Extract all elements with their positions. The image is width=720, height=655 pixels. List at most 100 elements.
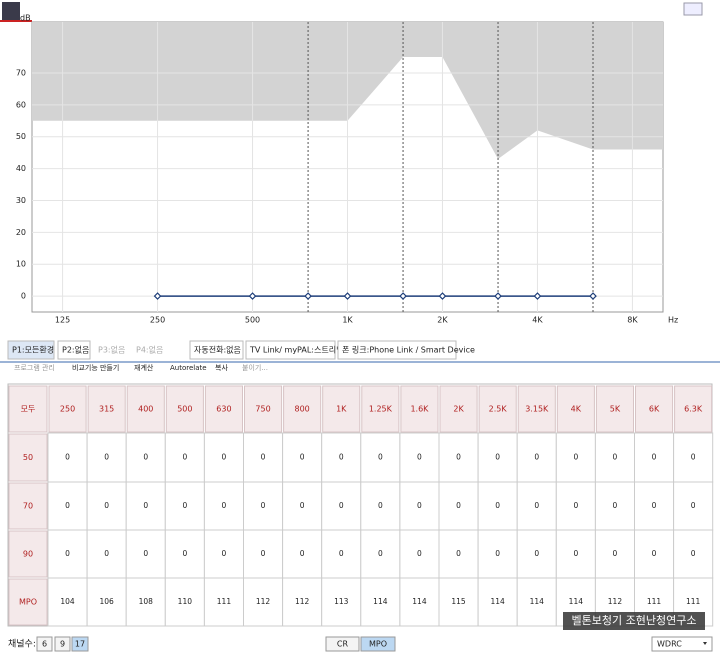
row-header[interactable] xyxy=(8,482,48,530)
cell-value: 111 xyxy=(647,597,662,606)
header-cell[interactable] xyxy=(283,385,322,433)
tab-label: P2:없음 xyxy=(62,346,89,355)
channel-label: 6 xyxy=(42,640,47,649)
cell-value: 0 xyxy=(456,453,461,462)
mode-label: MPO xyxy=(369,640,387,649)
cell-value: 0 xyxy=(143,453,148,462)
cell xyxy=(673,481,714,531)
tab[interactable] xyxy=(189,340,244,360)
cell-value: 0 xyxy=(182,549,187,558)
header-cell[interactable] xyxy=(361,385,400,433)
cell xyxy=(438,577,479,627)
tab[interactable] xyxy=(57,340,91,360)
cell-value: 114 xyxy=(530,597,545,606)
header-cell[interactable] xyxy=(674,385,713,433)
toolbar-item[interactable]: 비교기능 만들기 xyxy=(72,363,119,372)
select-box[interactable] xyxy=(651,636,713,652)
cell xyxy=(360,529,401,579)
toolbar-item[interactable]: Autorelate xyxy=(170,364,207,372)
header-cell[interactable] xyxy=(8,385,48,433)
cell xyxy=(516,481,557,531)
cell xyxy=(86,529,127,579)
row-label: 70 xyxy=(23,502,33,511)
row-header[interactable] xyxy=(8,433,48,482)
header-cell[interactable] xyxy=(478,385,517,433)
cell-value: 0 xyxy=(65,501,70,510)
tab[interactable] xyxy=(7,340,55,360)
cell-value: 0 xyxy=(613,549,618,558)
cell-value: 0 xyxy=(456,549,461,558)
cell xyxy=(555,529,596,579)
cell xyxy=(399,529,440,579)
channels-label: 채널수: xyxy=(8,639,36,650)
row-header[interactable] xyxy=(8,578,48,626)
cell-value: 0 xyxy=(417,549,422,558)
cell-value: 0 xyxy=(339,549,344,558)
header-label: 500 xyxy=(177,405,192,414)
header-cell[interactable] xyxy=(204,385,243,433)
cell-value: 110 xyxy=(178,597,193,606)
header-cell[interactable] xyxy=(322,385,361,433)
cell xyxy=(203,529,244,579)
cell-value: 108 xyxy=(139,597,154,606)
cell xyxy=(321,577,362,627)
toolbar-item[interactable]: 붙이기... xyxy=(242,363,268,372)
toolbar-item[interactable]: 복사 xyxy=(215,363,228,372)
corner-button[interactable] xyxy=(683,2,703,16)
header-cell[interactable] xyxy=(517,385,556,433)
cell xyxy=(673,432,714,483)
info-icon[interactable] xyxy=(2,2,20,20)
mode-button[interactable] xyxy=(325,636,360,652)
header-cell[interactable] xyxy=(556,385,595,433)
channel-button[interactable] xyxy=(54,636,71,652)
x-tick-label: 4K xyxy=(532,316,543,325)
cell xyxy=(243,577,284,627)
cell-value: 114 xyxy=(412,597,427,606)
y-tick-label: 0 xyxy=(21,292,26,301)
cell xyxy=(203,432,244,483)
toolbar-item[interactable]: 재계산 xyxy=(134,363,154,372)
cell xyxy=(164,481,205,531)
cell xyxy=(399,432,440,483)
mode-button[interactable] xyxy=(360,636,396,652)
header-cell[interactable] xyxy=(400,385,439,433)
cell-value: 0 xyxy=(691,453,696,462)
y-tick-label: 30 xyxy=(16,196,26,205)
header-label: 1.6K xyxy=(410,405,429,414)
point xyxy=(304,292,312,300)
cell xyxy=(47,577,88,627)
header-cell[interactable] xyxy=(48,385,87,433)
tab[interactable] xyxy=(132,341,168,359)
mode-label: CR xyxy=(337,640,349,649)
header-cell[interactable] xyxy=(635,385,674,433)
tab[interactable] xyxy=(94,341,130,359)
cell-value: 0 xyxy=(339,453,344,462)
cell xyxy=(243,432,284,483)
row-label: 90 xyxy=(23,550,33,559)
cell xyxy=(516,432,557,483)
cell-value: 0 xyxy=(222,501,227,510)
y-tick-label: 70 xyxy=(16,68,26,77)
cell-value: 0 xyxy=(261,501,266,510)
point xyxy=(343,292,352,300)
cell-value: 0 xyxy=(300,501,305,510)
header-label: 4K xyxy=(571,405,582,414)
cell xyxy=(516,577,557,627)
x-axis-label: Hz xyxy=(668,316,678,325)
row-header[interactable] xyxy=(8,530,48,578)
tab[interactable] xyxy=(245,340,336,360)
cell-value: 0 xyxy=(652,501,657,510)
channel-button[interactable] xyxy=(71,636,89,652)
cell-value: 0 xyxy=(222,453,227,462)
header-label: 모두 xyxy=(21,405,36,414)
header-cell[interactable] xyxy=(439,385,478,433)
cell-value: 111 xyxy=(686,597,701,606)
header-cell[interactable] xyxy=(595,385,635,433)
header-cell[interactable] xyxy=(244,385,283,433)
toolbar-item[interactable]: 프로그램 관리 xyxy=(14,363,55,372)
channel-button[interactable] xyxy=(36,636,53,652)
header-cell[interactable] xyxy=(126,385,165,433)
header-cell[interactable] xyxy=(165,385,204,433)
header-cell[interactable] xyxy=(87,385,126,433)
tab[interactable] xyxy=(337,340,457,360)
